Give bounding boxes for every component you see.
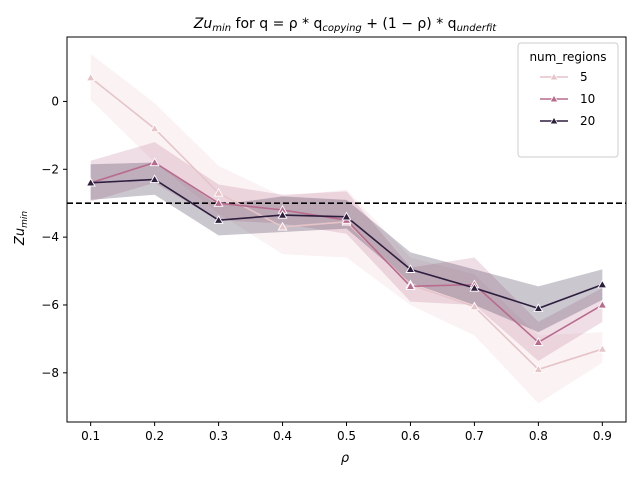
point-series-20 [341,211,352,221]
band-series-5 [90,53,603,404]
x-tick-label: 0.2 [145,429,164,443]
point-series-20 [149,174,160,184]
point-series-5 [597,343,608,353]
legend: num_regions 5 10 20 [517,42,619,158]
point-series-5 [149,123,160,133]
point-series-20 [213,215,224,224]
chart-title: Zumin for q = ρ * qcopying + (1 − ρ) * q… [193,16,498,34]
legend-marker-5 [549,72,559,81]
point-series-20 [405,264,416,273]
legend-label-5: 5 [580,70,588,84]
point-series-10 [533,337,544,346]
legend-title: num_regions [529,50,606,64]
point-series-10 [149,157,160,167]
x-tick-label: 0.7 [465,429,484,443]
legend-label-20: 20 [580,114,595,128]
y-axis-label: Zumin [13,211,30,246]
x-tick-label: 0.6 [401,429,420,443]
point-series-20 [85,177,96,187]
point-series-20 [597,279,608,289]
legend-marker-20 [549,116,559,125]
x-tick-label: 0.3 [209,429,228,443]
x-axis-ticks: 0.1 0.2 0.3 0.4 0.5 0.6 0.7 0.8 0.9 [81,422,612,443]
band-series-10 [90,142,603,361]
point-series-10 [405,281,416,290]
point-series-10 [213,198,224,207]
y-tick-label: −6 [41,298,59,312]
point-series-20 [277,209,288,219]
legend-box [517,42,619,158]
point-series-5 [85,72,96,82]
point-series-5 [277,221,288,231]
legend-label-10: 10 [580,92,595,106]
legend-marker-10 [549,94,559,103]
y-tick-label: −8 [41,366,59,380]
x-tick-label: 0.8 [529,429,548,443]
x-tick-label: 0.4 [273,429,292,443]
y-axis-ticks: 0 −2 −4 −6 −8 [41,94,67,380]
series-markers [85,72,608,374]
x-tick-label: 0.9 [593,429,612,443]
y-tick-label: 0 [51,94,59,108]
x-axis-label: ρ [341,451,350,466]
point-series-10 [597,299,608,309]
y-tick-label: −4 [41,230,59,244]
point-series-5 [533,364,544,374]
y-tick-label: −2 [41,162,59,176]
x-tick-label: 0.5 [337,429,356,443]
legend-items: 5 10 20 [540,70,595,128]
point-series-5 [469,301,480,311]
point-series-20 [469,282,480,292]
point-series-5 [213,187,224,197]
x-tick-label: 0.1 [81,429,100,443]
point-series-20 [533,303,544,312]
